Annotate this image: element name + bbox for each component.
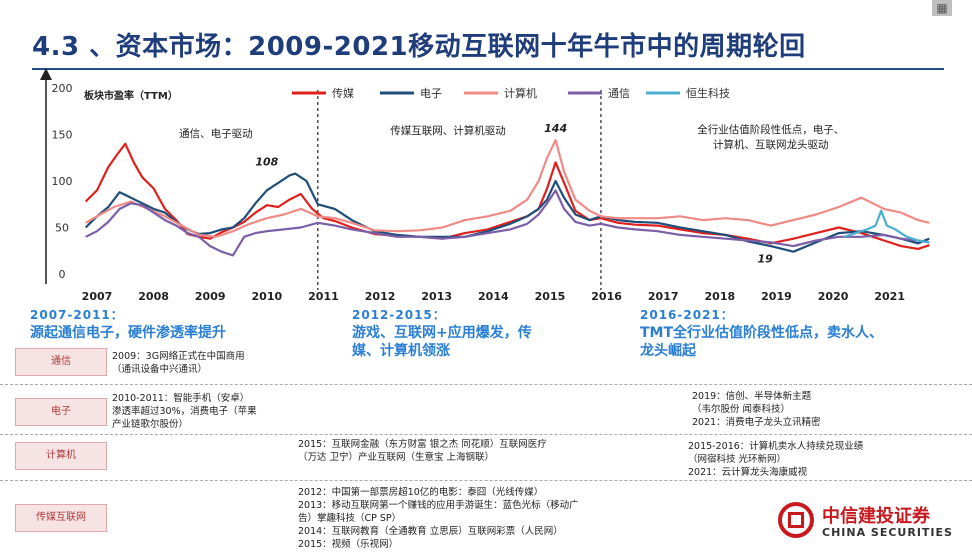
note-telecom: 2009：3G网络正式在中国商用 （通讯设备中兴通讯） — [112, 351, 245, 375]
x-tick-label: 2007 — [82, 290, 113, 303]
series-line-4 — [844, 209, 930, 244]
x-tick-label: 2017 — [648, 290, 679, 303]
era-2: 2012-2015： 游戏、互联网+应用爆发，传媒、计算机领涨 — [352, 306, 542, 360]
legend-label: 电子 — [420, 87, 442, 100]
pe-line-chart: 板块市盈率（TTM） 0 50 100 150 200 2007 2008 2009 2010 20… — [40, 68, 930, 303]
sector-label-telecom: 通信 — [15, 348, 107, 376]
x-tick-label: 2019 — [761, 290, 792, 303]
chart-legend: 传媒 电子 计算机 通信 恒生科技 — [292, 86, 730, 100]
legend-label: 通信 — [608, 87, 630, 100]
x-tick-label: 2015 — [535, 290, 566, 303]
sector-label-computer: 计算机 — [15, 442, 107, 470]
series-line-3 — [85, 189, 930, 257]
x-tick-label: 2013 — [421, 290, 452, 303]
era-text: TMT全行业估值阶段性低点，卖水人、龙头崛起 — [640, 325, 884, 359]
logo-en: CHINA SECURITIES — [822, 526, 953, 539]
logo-emblem-icon — [778, 502, 814, 538]
legend-label: 恒生科技 — [686, 86, 730, 100]
x-tick-label: 2021 — [874, 290, 905, 303]
peak-label-2010: 108 — [255, 156, 278, 169]
x-tick-label: 2018 — [705, 290, 736, 303]
era-heading: 2016-2021： — [640, 308, 734, 322]
period-1-note: 通信、电子驱动 — [179, 127, 253, 140]
logo-cn: 中信建投证券 — [822, 506, 930, 527]
era-text: 游戏、互联网+应用爆发，传媒、计算机领涨 — [352, 325, 532, 359]
y-tick-label: 100 — [52, 175, 73, 188]
y-axis-arrow-icon — [40, 68, 52, 80]
sector-label-media-internet: 传媒互联网 — [15, 504, 107, 532]
note-electronics-left: 2010-2011：智能手机（安卓） 渗透率超过30%，消费电子（苹果 产业链歌… — [112, 393, 257, 430]
note-computer-right: 2015-2016：计算机卖水人持续兑现业绩 （网宿科技 光环新网） 2021：… — [688, 441, 864, 478]
period-3-note-line-2: 计算机、互联网龙头驱动 — [713, 138, 829, 151]
x-tick-label: 2014 — [478, 290, 509, 303]
x-tick-label: 2009 — [195, 290, 226, 303]
low-label-2019: 19 — [757, 252, 773, 265]
x-tick-label: 2016 — [591, 290, 622, 303]
chart-axes: 板块市盈率（TTM） 0 50 100 150 200 2007 2008 2009 2010 20… — [40, 68, 905, 303]
era-3: 2016-2021： TMT全行业估值阶段性低点，卖水人、龙头崛起 — [640, 306, 890, 360]
era-text: 源起通信电子，硬件渗透率提升 — [30, 325, 226, 341]
note-electronics-right: 2019：信创、半导体新主题 （韦尔股份 闻泰科技） 2021：消费电子龙头立讯… — [692, 391, 821, 428]
peak-label-2015: 144 — [544, 122, 567, 135]
chart-annotations: 108 144 19 通信、电子驱动 传媒互联网、计算机驱动 全行业估值阶段性低点，电子、… — [179, 122, 844, 265]
period-3-note-line-1: 全行业估值阶段性低点，电子、 — [697, 123, 844, 136]
series-line-1 — [84, 172, 930, 253]
sector-label-electronics: 电子 — [15, 398, 107, 426]
brand-logo: 中信建投证券 CHINA SECURITIES — [778, 498, 968, 550]
divider — [0, 434, 972, 435]
title-rule — [32, 68, 944, 70]
divider — [0, 384, 972, 385]
x-tick-label: 2008 — [138, 290, 169, 303]
y-tick-label: 50 — [55, 222, 69, 235]
era-heading: 2007-2011： — [30, 308, 124, 322]
note-media-internet: 2012：中国第一部票房超10亿的电影：泰囧（光线传媒） 2013：移动互联网第… — [298, 487, 579, 550]
era-heading: 2012-2015： — [352, 308, 446, 322]
x-tick-label: 2012 — [365, 290, 396, 303]
y-tick-label: 200 — [52, 82, 73, 95]
divider — [0, 480, 972, 481]
note-computer-left: 2015：互联网金融（东方财富 银之杰 同花顺）互联网医疗 （万达 卫宁）产业互… — [298, 439, 547, 463]
legend-label: 计算机 — [504, 86, 537, 100]
chart-series — [84, 139, 930, 257]
era-1: 2007-2011： 源起通信电子，硬件渗透率提升 — [30, 306, 226, 342]
x-tick-label: 2011 — [308, 290, 339, 303]
x-tick-label: 2020 — [818, 290, 849, 303]
grid-icon[interactable]: ▦ — [932, 0, 952, 16]
x-tick-label: 2010 — [252, 290, 283, 303]
period-2-note: 传媒互联网、计算机驱动 — [390, 124, 506, 137]
y-tick-label: 150 — [52, 129, 73, 142]
series-line-2 — [85, 139, 930, 238]
legend-label: 传媒 — [332, 87, 354, 100]
y-axis-label: 板块市盈率（TTM） — [84, 89, 178, 102]
slide-title: 4.3 、资本市场：2009-2021移动互联网十年牛市中的周期轮回 — [32, 32, 806, 62]
y-tick-label: 0 — [59, 268, 66, 281]
